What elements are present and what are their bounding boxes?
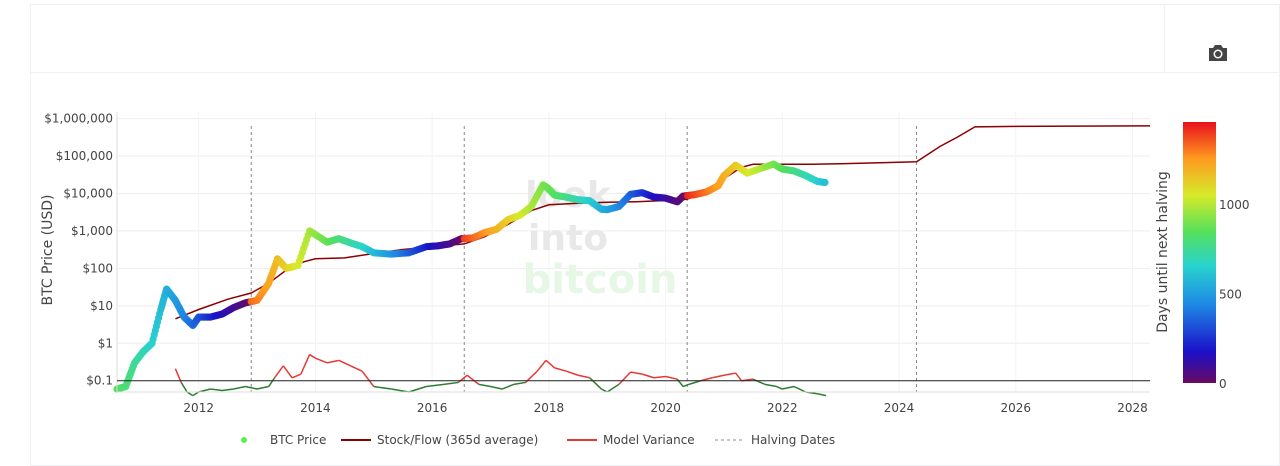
model-variance-segment (256, 385, 269, 390)
model-variance-segment (665, 375, 678, 380)
model-variance-segment (606, 383, 620, 393)
y-tick-label: $100,000 (56, 149, 113, 163)
model-variance-segment (630, 371, 643, 375)
model-variance-segment (309, 353, 316, 359)
model-variance-segment (350, 365, 363, 372)
model-variance-segment (478, 383, 491, 388)
legend-swatch-price (241, 437, 247, 443)
model-variance-segment (233, 385, 246, 390)
model-variance-segment (723, 372, 736, 376)
legend-label: BTC Price (270, 433, 326, 447)
model-variance-segment (589, 377, 602, 390)
x-tick-label: 2014 (300, 401, 331, 415)
price-point (821, 178, 829, 187)
y-tick-label: $1,000 (71, 224, 113, 238)
x-tick-label: 2028 (1117, 401, 1148, 415)
model-variance-segment (408, 385, 427, 393)
x-tick-label: 2024 (884, 401, 915, 415)
btc-price-series (113, 160, 829, 393)
model-variance-segment (752, 378, 766, 386)
model-variance-segment (210, 388, 223, 392)
x-tick-label: 2026 (1000, 401, 1031, 415)
model-variance-segment (545, 359, 556, 369)
model-variance-segment (490, 385, 503, 390)
model-variance-segment (566, 370, 579, 376)
axes: $0.1 $1 $10 $100 $1,000 $10,000 $100,000 $1,000… (44, 112, 1150, 415)
colorbar-tick-label: 1000 (1219, 198, 1250, 212)
toolbar-divider-vertical (1164, 4, 1165, 73)
y-tick-label: $1 (98, 336, 113, 350)
y-tick-label: $1,000,000 (44, 112, 113, 126)
model-variance-segment (712, 374, 725, 379)
model-variance-segment (577, 374, 590, 379)
legend-label: Halving Dates (751, 433, 835, 447)
watermark-into: into (528, 218, 608, 259)
model-variance-segment (373, 385, 392, 390)
model-variance-segment (764, 383, 777, 388)
model-variance-segment (501, 383, 515, 390)
colorbar: 0 500 1000 Days until next halving (1155, 122, 1250, 391)
x-tick-label: 2012 (183, 401, 214, 415)
y-tick-label: $10 (90, 299, 113, 313)
y-tick-label: $0.1 (86, 374, 113, 388)
model-variance-segment (315, 357, 328, 364)
model-variance-segment (221, 388, 234, 392)
model-variance-segment (618, 371, 632, 385)
model-variance-segment (536, 359, 547, 372)
legend: BTC Price Stock/Flow (365d average) Model … (241, 433, 835, 447)
y-tick-label: $100 (82, 261, 113, 275)
model-variance-segment (817, 392, 827, 397)
model-variance-segment (426, 383, 444, 388)
model-variance-segment (174, 368, 182, 383)
model-variance-segment (338, 359, 351, 367)
x-tick-label: 2018 (534, 401, 565, 415)
model-variance-segment (554, 367, 567, 372)
model-variance-segment (291, 373, 302, 379)
colorbar-gradient (1183, 122, 1216, 383)
model-variance-segment (282, 365, 293, 379)
model-variance-segment (273, 365, 284, 379)
model-variance-segment (300, 354, 311, 375)
toolbar-divider (30, 72, 1280, 73)
camera-icon[interactable] (1206, 42, 1230, 64)
model-variance-segment (776, 385, 783, 390)
gridlines (117, 112, 1150, 392)
model-variance-segment (793, 385, 806, 393)
y-axis-title: BTC Price (USD) (40, 194, 56, 305)
model-variance-segment (361, 370, 375, 387)
legend-label: Model Variance (603, 433, 695, 447)
x-tick-label: 2016 (417, 401, 448, 415)
colorbar-tick-label: 500 (1219, 288, 1242, 302)
y-tick-label: $10,000 (63, 186, 113, 200)
model-variance-segment (443, 381, 459, 386)
model-variance-segment (268, 377, 276, 387)
model-variance-segment (245, 385, 258, 390)
model-variance-segment (326, 359, 339, 364)
model-variance-segment (735, 372, 743, 382)
model-variance-segment (192, 391, 200, 397)
colorbar-tick-label: 0 (1219, 377, 1227, 391)
legend-label: Stock/Flow (365d average) (377, 433, 538, 447)
watermark-bitcoin: bitcoin (523, 257, 678, 303)
model-variance-segment (642, 373, 655, 379)
model-variance-segment (180, 382, 188, 393)
model-variance-segment (688, 380, 701, 386)
model-variance-segment (186, 391, 194, 397)
x-tick-label: 2020 (650, 401, 681, 415)
model-variance-segment (466, 374, 480, 385)
halving-lines (250, 126, 918, 392)
x-tick-label: 2022 (767, 401, 798, 415)
model-variance-segment (682, 383, 690, 388)
model-variance-segment (457, 374, 468, 384)
model-variance-segment (513, 381, 526, 386)
model-variance-segment (653, 375, 666, 379)
model-variance-series (174, 353, 827, 397)
colorbar-title: Days until next halving (1155, 171, 1171, 333)
model-variance-segment (782, 385, 795, 390)
